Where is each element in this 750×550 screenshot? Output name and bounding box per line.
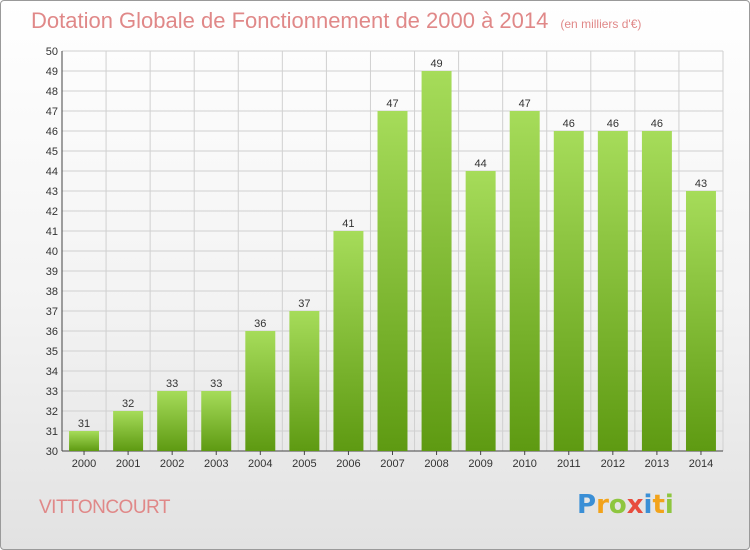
proxiti-logo: Proxiti (577, 490, 674, 520)
bar-2007 (377, 111, 408, 451)
y-tick-label: 50 (46, 46, 58, 58)
bar-2012 (597, 131, 628, 451)
logo-letter: t (652, 490, 665, 520)
bar-2001 (113, 411, 144, 451)
x-tick-label: 2010 (512, 458, 536, 470)
x-tick-label: 2003 (204, 458, 228, 470)
data-label-2013: 46 (651, 118, 663, 130)
bar-layer (69, 71, 716, 451)
chart-title-text: Dotation Globale de Fonctionnement de 20… (31, 8, 549, 33)
y-tick-label: 30 (46, 446, 58, 458)
chart-title: Dotation Globale de Fonctionnement de 20… (31, 8, 641, 34)
data-label-2003: 33 (210, 378, 222, 390)
x-tick-label: 2000 (72, 458, 96, 470)
data-label-2008: 49 (430, 58, 442, 70)
data-label-2014: 43 (695, 178, 707, 190)
bar-2006 (333, 231, 364, 451)
x-tick-label: 2009 (468, 458, 492, 470)
x-tick-label: 2012 (601, 458, 625, 470)
x-tick-label: 2002 (160, 458, 184, 470)
y-tick-label: 40 (46, 246, 58, 258)
data-label-2002: 33 (166, 378, 178, 390)
y-tick-label: 38 (46, 286, 58, 298)
logo-letter: r (596, 490, 609, 520)
data-label-2007: 47 (386, 98, 398, 110)
logo-letter: P (577, 490, 597, 520)
x-tick-label: 2001 (116, 458, 140, 470)
y-tick-label: 48 (46, 86, 58, 98)
y-tick-label: 44 (46, 166, 58, 178)
x-tick-label: 2005 (292, 458, 316, 470)
data-label-2009: 44 (475, 158, 487, 170)
y-tick-label: 37 (46, 306, 58, 318)
y-tick-label: 34 (46, 366, 58, 378)
x-tick-label: 2004 (248, 458, 272, 470)
logo-letter: x (626, 490, 644, 520)
bar-2014 (685, 191, 716, 451)
y-tick-label: 45 (46, 146, 58, 158)
bar-2000 (69, 431, 100, 451)
logo-letter: i (643, 490, 653, 520)
bar-2008 (421, 71, 452, 451)
data-label-2012: 46 (607, 118, 619, 130)
bar-2002 (157, 391, 188, 451)
y-tick-label: 42 (46, 206, 58, 218)
data-label-2001: 32 (122, 398, 134, 410)
bar-2005 (289, 311, 320, 451)
x-tick-label: 2006 (336, 458, 360, 470)
data-label-2000: 31 (78, 418, 90, 430)
x-tick-label: 2013 (645, 458, 669, 470)
bar-2009 (465, 171, 496, 451)
x-tick-label: 2014 (689, 458, 713, 470)
y-tick-label: 32 (46, 406, 58, 418)
data-label-2011: 46 (563, 118, 575, 130)
data-label-2006: 41 (342, 218, 354, 230)
x-tick-label: 2011 (557, 458, 581, 470)
y-tick-label: 47 (46, 106, 58, 118)
data-label-2005: 37 (298, 298, 310, 310)
y-tick-label: 49 (46, 66, 58, 78)
bar-2011 (553, 131, 584, 451)
data-label-2004: 36 (254, 318, 266, 330)
y-tick-label: 35 (46, 346, 58, 358)
y-tick-label: 33 (46, 386, 58, 398)
x-tick-label: 2008 (424, 458, 448, 470)
y-tick-label: 31 (46, 426, 58, 438)
y-tick-label: 43 (46, 186, 58, 198)
y-tick-label: 36 (46, 326, 58, 338)
logo-letter: o (608, 490, 627, 520)
bar-2010 (509, 111, 540, 451)
logo-letter: i (664, 490, 674, 520)
y-tick-label: 46 (46, 126, 58, 138)
bar-2004 (245, 331, 276, 451)
commune-name: VITTONCOURT (39, 497, 171, 518)
data-label-2010: 47 (519, 98, 531, 110)
y-tick-label: 39 (46, 266, 58, 278)
label-layer: 31 32 33 33 36 37 41 47 49 44 47 46 46 46 43 (78, 58, 707, 430)
bar-2003 (201, 391, 232, 451)
chart-unit: (en milliers d'€) (560, 17, 642, 31)
x-tick-label: 2007 (380, 458, 404, 470)
y-tick-label: 41 (46, 226, 58, 238)
bar-2013 (641, 131, 672, 451)
